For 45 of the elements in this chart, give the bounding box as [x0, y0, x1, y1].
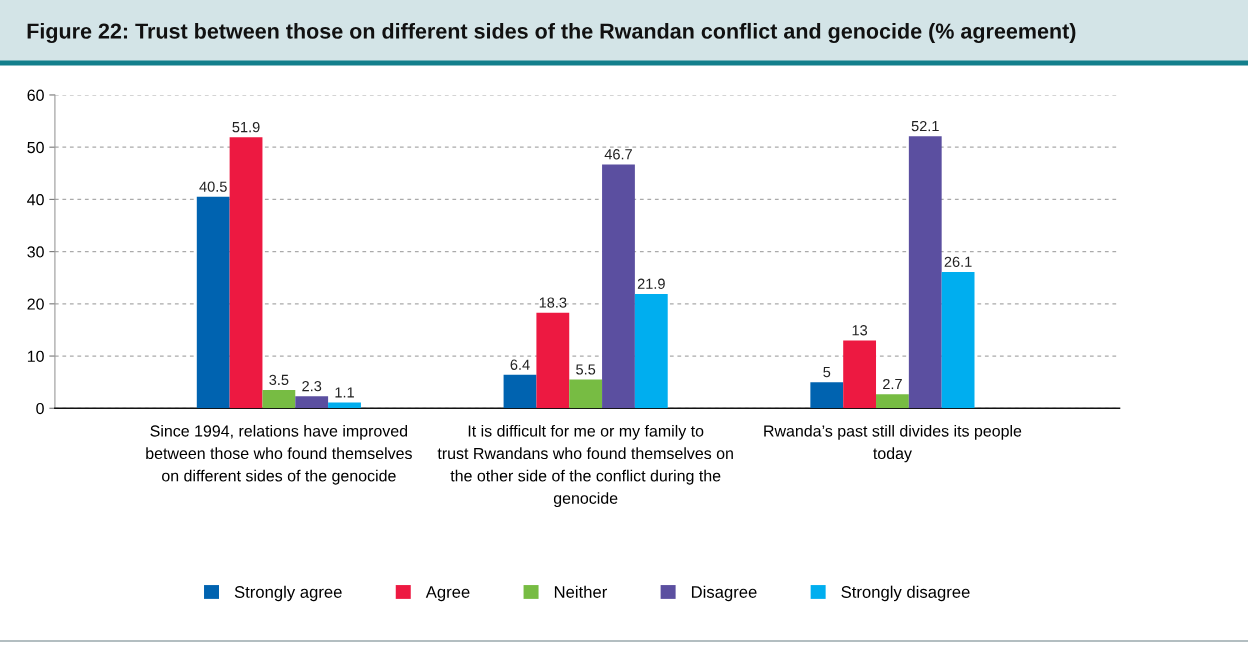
bar: [262, 390, 296, 409]
data-label: 13: [852, 325, 868, 336]
x-tick-label: It is difficult for me or my family to trust Rwandans who found themselves on the other side of the conflict during the genocide: [437, 424, 733, 508]
bar: [843, 340, 877, 409]
x-tick-label: Since 1994, relations have improved between those who found themselves on different sides of the genocide: [146, 424, 412, 485]
data-label: 3.5: [269, 374, 289, 386]
bar: [229, 137, 263, 409]
data-label: 5.5: [576, 364, 596, 375]
bar: [503, 374, 537, 409]
data-label: 6.4: [510, 359, 530, 370]
data-label: 52.1: [911, 120, 939, 132]
legend-label: Disagree: [691, 585, 757, 602]
bar: [941, 271, 975, 409]
data-label: 26.1: [944, 256, 972, 268]
x-tick-label: Rwanda’s past still divides its people today: [764, 424, 1022, 463]
bar: [602, 164, 635, 409]
data-label: 40.5: [199, 181, 227, 192]
bar: [196, 196, 230, 409]
legend-label: Strongly disagree: [841, 585, 970, 602]
y-tick-label: 20: [27, 298, 44, 310]
bar: [295, 396, 329, 409]
data-label: 18.3: [539, 297, 567, 308]
chart-title: Figure 22: Trust between those on different sides of the Rwandan conflict and genocide (% agreement): [27, 22, 1076, 44]
bar: [536, 312, 570, 409]
legend-label: Neither: [554, 585, 608, 598]
data-label: 51.9: [232, 121, 260, 133]
bar: [908, 136, 942, 409]
y-tick-label: 60: [27, 89, 44, 101]
y-tick-label: 50: [27, 141, 44, 154]
data-label: 2.3: [302, 380, 322, 392]
bar: [810, 382, 844, 409]
bar: [634, 293, 668, 409]
bar: [876, 394, 909, 409]
data-label: 1.1: [335, 387, 354, 398]
legend-label: Agree: [425, 586, 470, 602]
data-label: 5: [823, 367, 831, 378]
y-tick-label: 10: [27, 350, 44, 362]
bar: [569, 379, 603, 409]
y-tick-label: 0: [36, 402, 44, 415]
legend-label: Strongly agree: [234, 585, 342, 602]
data-label: 2.7: [883, 378, 902, 390]
y-tick-label: 40: [27, 194, 44, 206]
data-label: 21.9: [637, 278, 665, 289]
data-label: 46.7: [604, 149, 632, 160]
y-tick-label: 30: [27, 246, 44, 258]
